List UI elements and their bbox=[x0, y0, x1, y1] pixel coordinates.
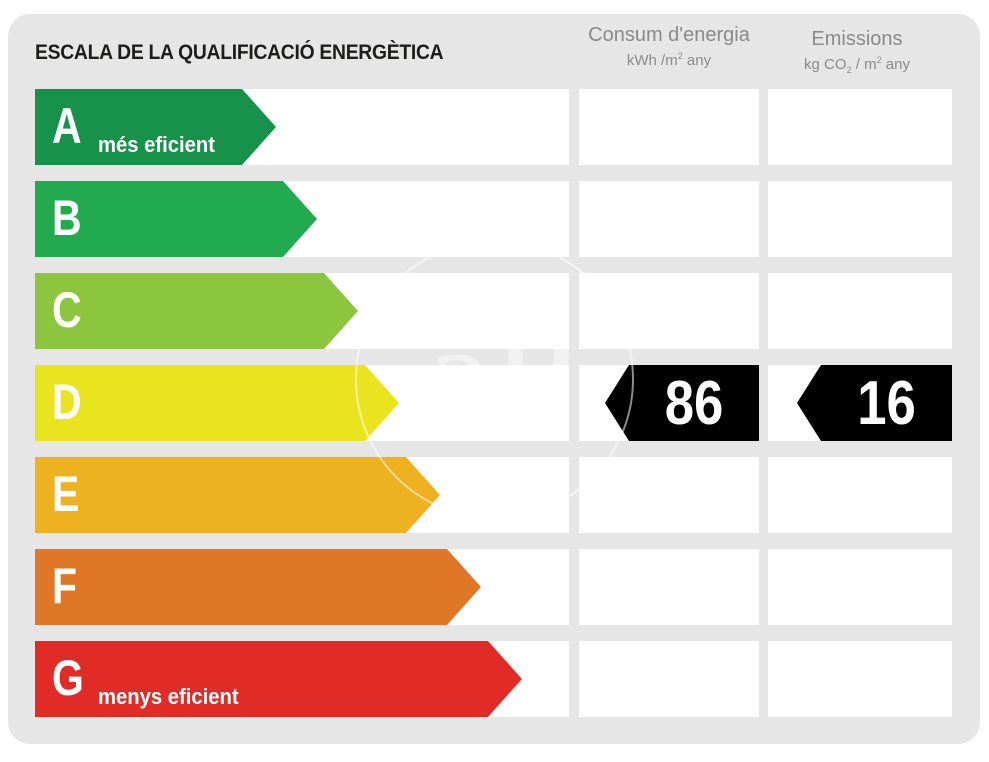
emissions-marker bbox=[797, 365, 952, 441]
watermark-circle bbox=[355, 240, 634, 519]
emissions-cell-b bbox=[768, 181, 952, 257]
emissions-cell-f bbox=[768, 549, 952, 625]
page-title: ESCALA DE LA QUALIFICACIÓ ENERGÈTICA bbox=[35, 41, 444, 64]
rating-bar-c bbox=[35, 273, 358, 349]
rating-letter-d: D bbox=[52, 374, 82, 430]
watermark-logo: aP bbox=[425, 292, 575, 458]
rating-sublabel-a: més eficient bbox=[98, 132, 215, 157]
rating-letter-c: C bbox=[52, 282, 82, 338]
rating-bar-f bbox=[35, 549, 481, 625]
rating-letter-b: B bbox=[52, 190, 82, 246]
rating-bar-b bbox=[35, 181, 317, 257]
consumption-cell-a bbox=[579, 89, 759, 165]
emissions-unit: kg CO2 / m2 any bbox=[804, 55, 910, 75]
rating-letter-g: G bbox=[52, 650, 84, 706]
consumption-marker bbox=[605, 365, 759, 441]
emissions-header: Emissions kg CO2 / m2 any bbox=[766, 28, 948, 75]
rating-letter-e: E bbox=[52, 466, 80, 522]
consumption-cell-e bbox=[579, 457, 759, 533]
consumption-header: Consum d'energia kWh /m2 any bbox=[578, 24, 760, 69]
rating-letter-f: F bbox=[52, 558, 78, 614]
emissions-cell-e bbox=[768, 457, 952, 533]
emissions-cell-g bbox=[768, 641, 952, 717]
rating-sublabel-g: menys eficient bbox=[98, 684, 239, 709]
consumption-cell-b bbox=[579, 181, 759, 257]
consumption-unit: kWh /m2 any bbox=[626, 51, 712, 69]
emissions-cell-a bbox=[768, 89, 952, 165]
consumption-cell-f bbox=[579, 549, 759, 625]
rating-letter-a: A bbox=[52, 98, 82, 154]
rating-bar-e bbox=[35, 457, 440, 533]
emissions-cell-c bbox=[768, 273, 952, 349]
rating-bar-d bbox=[35, 365, 399, 441]
rating-bar-a bbox=[35, 89, 276, 165]
consumption-cell-g bbox=[579, 641, 759, 717]
emissions-value: 16 bbox=[857, 369, 916, 438]
consumption-value: 86 bbox=[664, 369, 724, 438]
emissions-title: Emissions bbox=[811, 28, 903, 50]
rating-bar-g bbox=[35, 641, 522, 717]
consumption-title: Consum d'energia bbox=[588, 24, 750, 46]
